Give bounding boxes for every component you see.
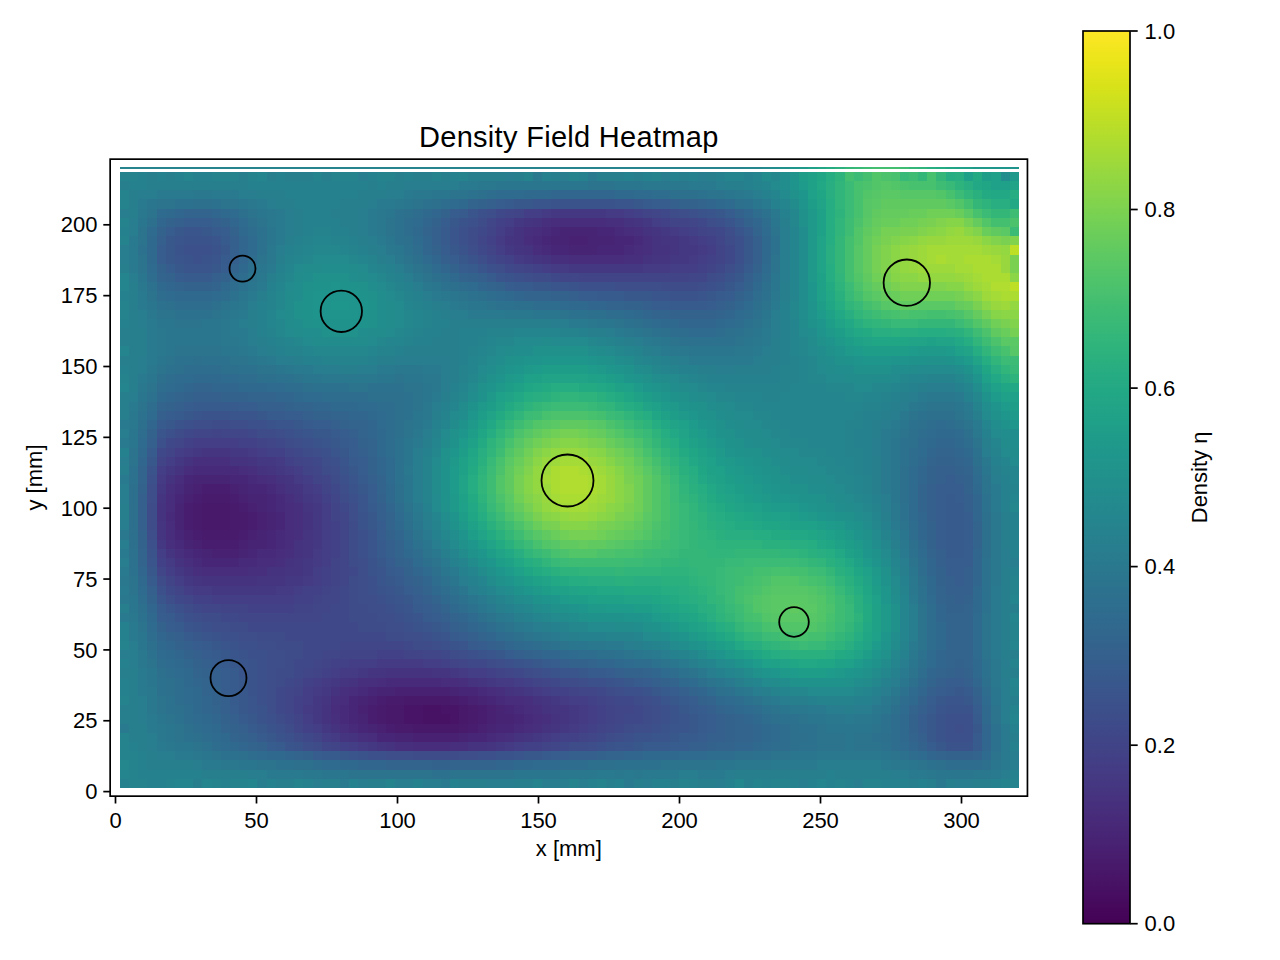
- svg-text:1.0: 1.0: [1145, 19, 1176, 44]
- svg-text:175: 175: [61, 283, 98, 308]
- svg-text:150: 150: [61, 354, 98, 379]
- svg-text:300: 300: [943, 808, 980, 833]
- svg-text:100: 100: [379, 808, 416, 833]
- svg-text:0.8: 0.8: [1145, 197, 1176, 222]
- svg-text:0: 0: [85, 779, 97, 804]
- svg-text:0: 0: [109, 808, 121, 833]
- svg-text:25: 25: [73, 708, 97, 733]
- svg-text:200: 200: [661, 808, 698, 833]
- svg-text:250: 250: [802, 808, 839, 833]
- svg-text:150: 150: [520, 808, 557, 833]
- svg-text:100: 100: [61, 496, 98, 521]
- svg-text:75: 75: [73, 567, 97, 592]
- svg-text:0.0: 0.0: [1145, 911, 1176, 936]
- svg-text:50: 50: [73, 638, 97, 663]
- svg-text:125: 125: [61, 425, 98, 450]
- svg-text:200: 200: [61, 212, 98, 237]
- svg-text:0.2: 0.2: [1145, 733, 1176, 758]
- svg-text:0.6: 0.6: [1145, 376, 1176, 401]
- svg-text:50: 50: [244, 808, 268, 833]
- svg-text:y [mm]: y [mm]: [22, 445, 47, 511]
- svg-text:x [mm]: x [mm]: [536, 836, 602, 861]
- svg-text:Density η: Density η: [1187, 432, 1212, 524]
- svg-text:Density Field Heatmap: Density Field Heatmap: [419, 121, 719, 153]
- svg-text:0.4: 0.4: [1145, 554, 1176, 579]
